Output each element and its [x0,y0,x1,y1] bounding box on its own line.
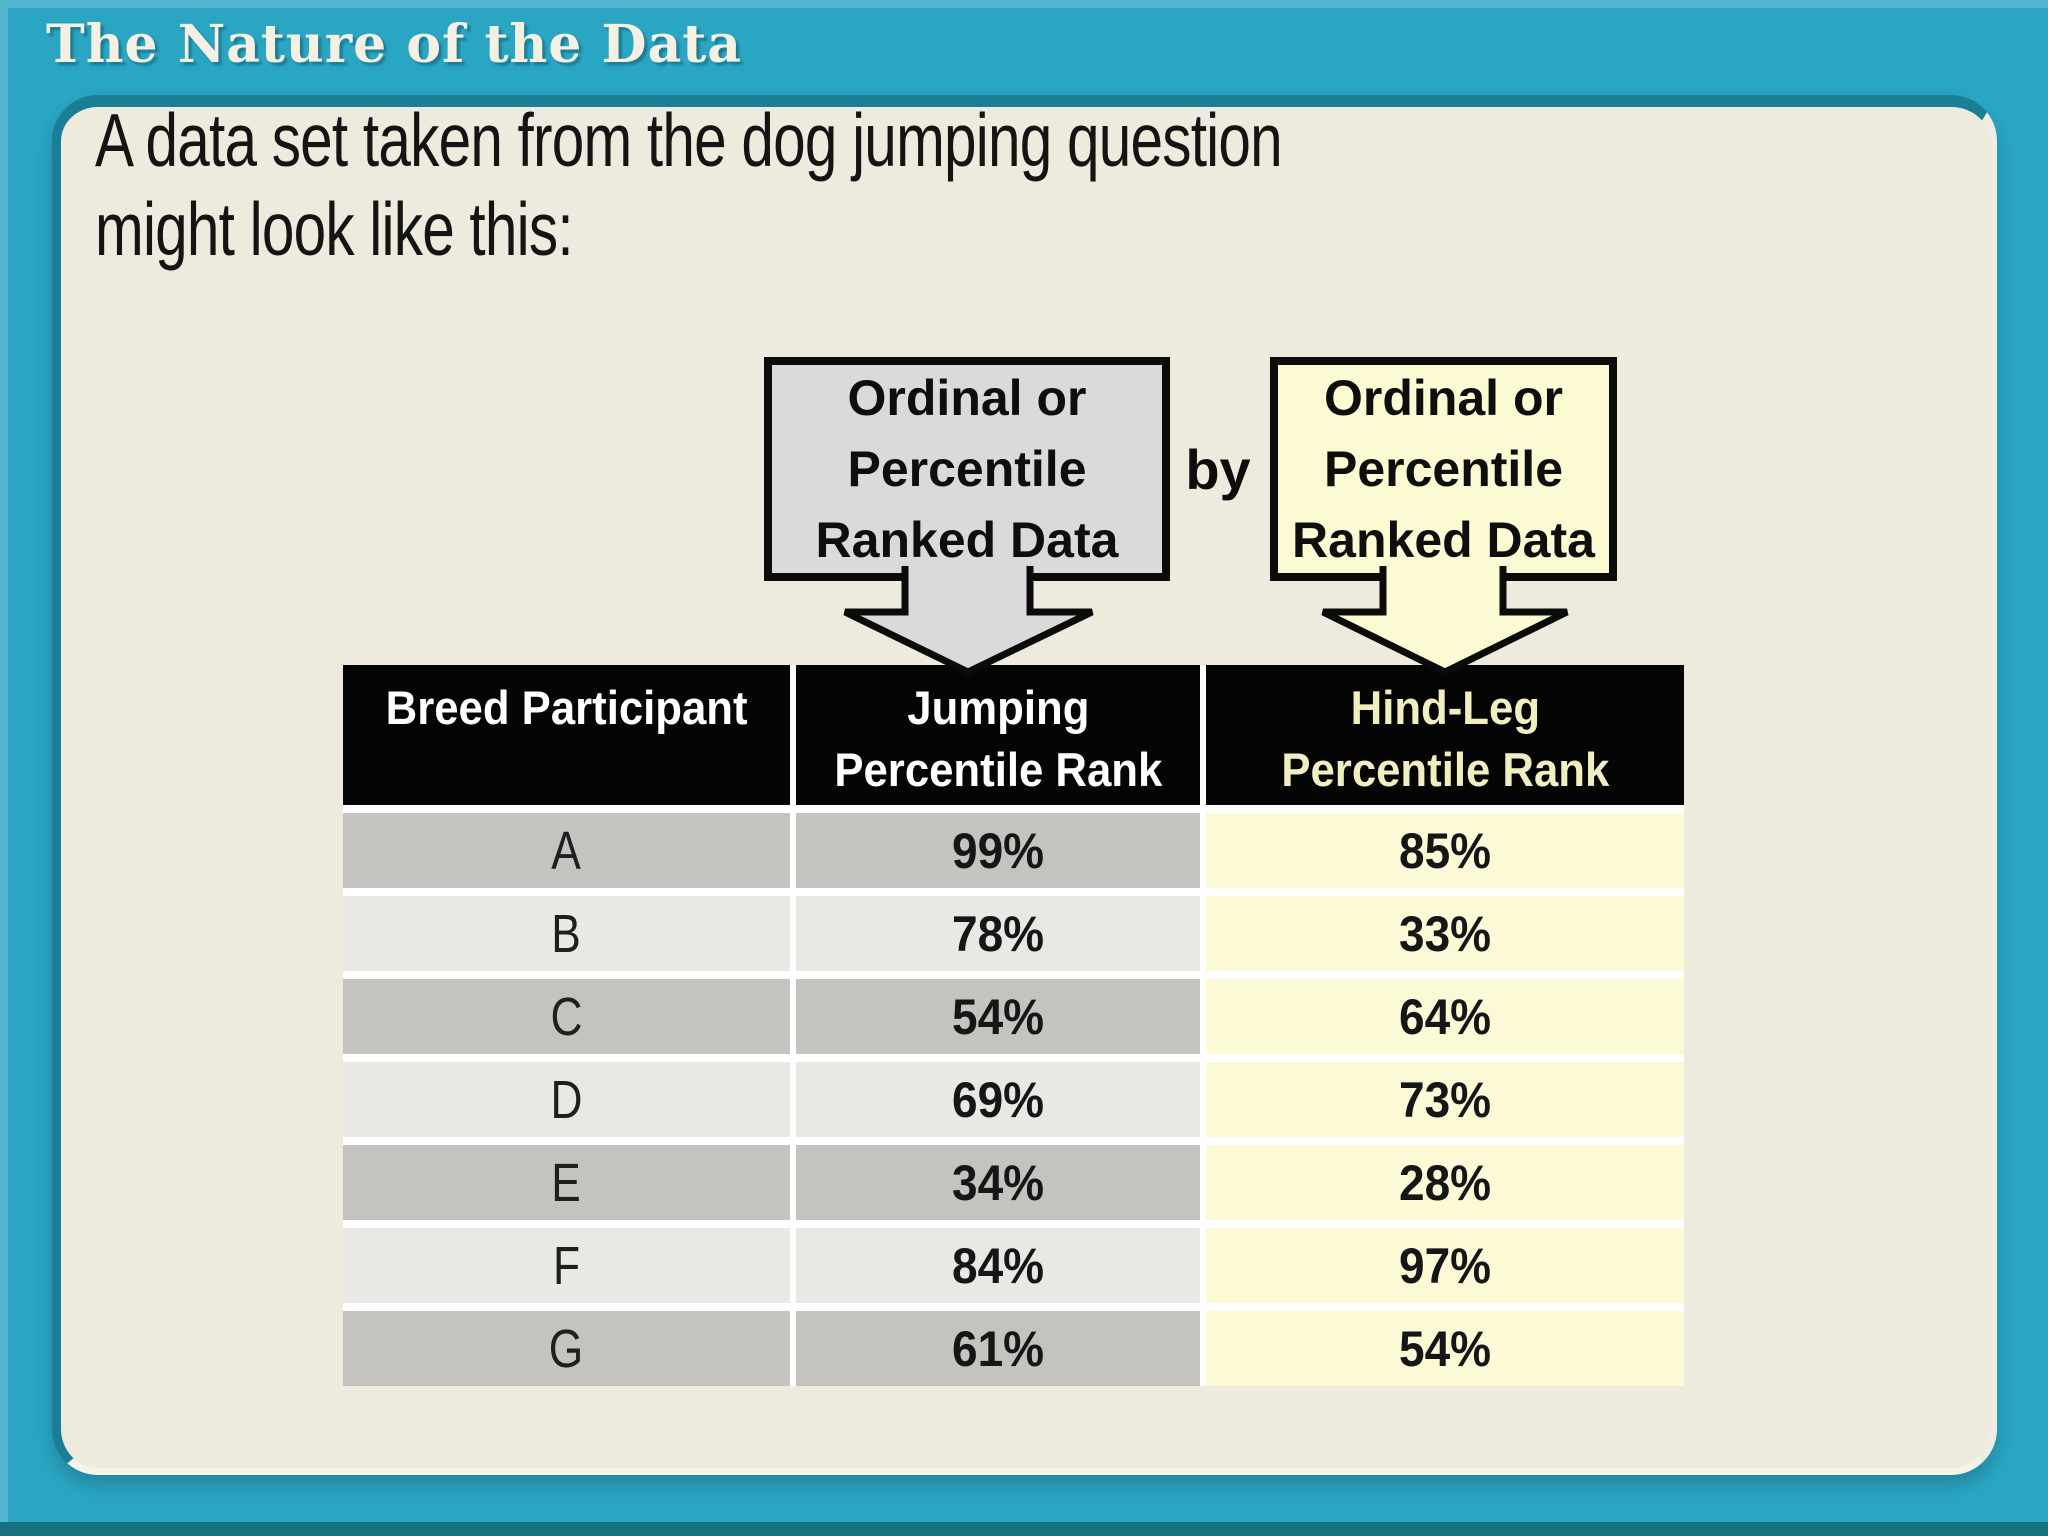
table-cell-jumping: 61% [796,1311,1200,1386]
column-header-participant: Breed Participant [343,665,790,805]
table-cell-jumping: 99% [796,813,1200,888]
frame-left-highlight [0,0,8,1536]
table-cell-hindleg: 64% [1206,979,1684,1054]
cell-text: B [551,903,582,964]
intro-line-2: might look like this: [95,187,574,271]
cell-text: 34% [951,1154,1045,1211]
column-header-hindleg: Hind-Leg Percentile Rank [1206,665,1684,805]
table-cell-hindleg: 28% [1206,1145,1684,1220]
down-arrow-icon [1321,566,1569,676]
down-arrow-icon [843,566,1094,676]
intro-text: A data set taken from the dog jumping qu… [95,96,1499,274]
cell-text: 84% [951,1237,1045,1294]
table-cell-participant: G [343,1311,790,1386]
table-cell-participant: D [343,1062,790,1137]
cell-text: 54% [951,988,1045,1045]
intro-line-1: A data set taken from the dog jumping qu… [95,98,1283,182]
table-cell-jumping: 84% [796,1228,1200,1303]
cell-text: G [549,1318,584,1379]
cell-text: 78% [951,905,1045,962]
cell-text: 85% [1398,822,1492,879]
column-header-jumping-label: Jumping Percentile Rank [833,681,1162,796]
column-header-participant-label: Breed Participant [385,681,748,734]
table-cell-hindleg: 97% [1206,1228,1684,1303]
cell-text: D [550,1069,583,1130]
cell-text: E [551,1152,582,1213]
page-title: The Nature of the Data [46,14,742,75]
table-cell-jumping: 34% [796,1145,1200,1220]
table-cell-participant: A [343,813,790,888]
callout-jumping-data: Ordinal or Percentile Ranked Data [764,357,1170,581]
table-cell-participant: C [343,979,790,1054]
cell-text: C [550,986,583,1047]
cell-text: 64% [1398,988,1492,1045]
cell-text: 99% [951,822,1045,879]
cell-text: 97% [1398,1237,1492,1294]
table-cell-participant: F [343,1228,790,1303]
frame-bottom-edge [0,1522,2048,1536]
cell-text: 61% [951,1320,1045,1377]
cell-text: 33% [1398,905,1492,962]
callout-hindleg-text: Ordinal or Percentile Ranked Data [1292,369,1595,568]
table-cell-participant: B [343,896,790,971]
callout-hindleg-data: Ordinal or Percentile Ranked Data [1270,357,1617,581]
callout-connector: by [1185,438,1251,501]
table-cell-jumping: 54% [796,979,1200,1054]
cell-text: 73% [1398,1071,1492,1128]
table-cell-hindleg: 54% [1206,1311,1684,1386]
table-cell-hindleg: 85% [1206,813,1684,888]
data-table: Breed Participant Jumping Percentile Ran… [343,665,1684,1386]
cell-text: A [551,820,582,881]
cell-text: F [552,1235,581,1296]
cell-text: 69% [951,1071,1045,1128]
table-cell-jumping: 78% [796,896,1200,971]
cell-text: 54% [1398,1320,1492,1377]
column-header-hindleg-label: Hind-Leg Percentile Rank [1280,681,1609,796]
table-cell-hindleg: 33% [1206,896,1684,971]
callout-jumping-text: Ordinal or Percentile Ranked Data [815,369,1119,568]
column-header-jumping: Jumping Percentile Rank [796,665,1200,805]
frame-top-highlight [0,0,2048,8]
table-cell-participant: E [343,1145,790,1220]
table-cell-hindleg: 73% [1206,1062,1684,1137]
cell-text: 28% [1398,1154,1492,1211]
table-cell-jumping: 69% [796,1062,1200,1137]
